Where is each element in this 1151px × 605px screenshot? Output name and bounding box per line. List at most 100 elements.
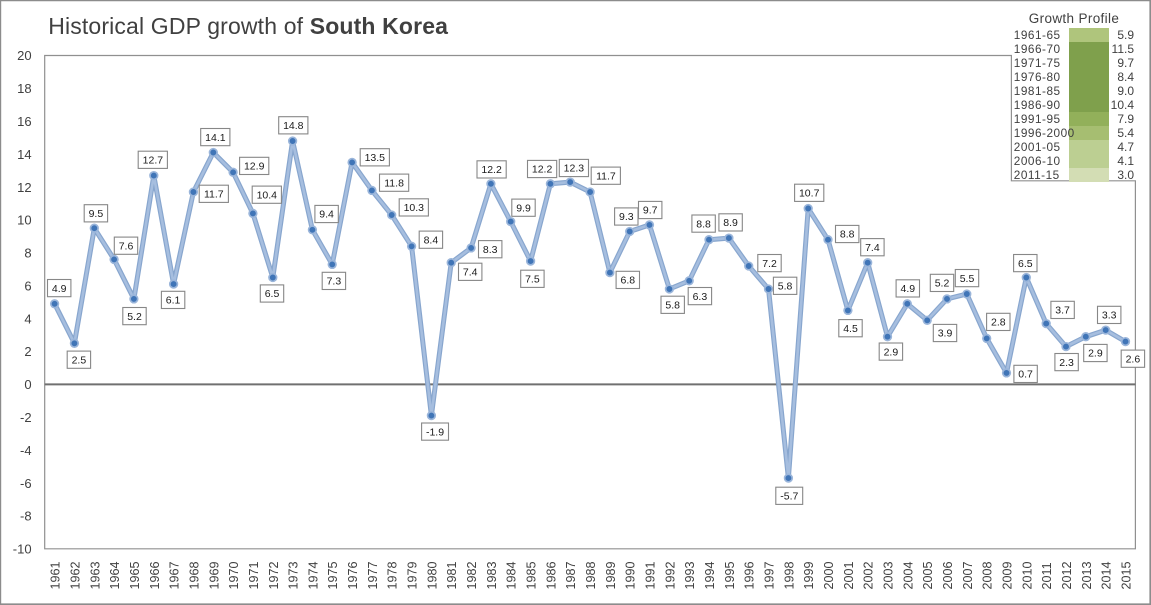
svg-text:1961: 1961 — [49, 561, 63, 589]
svg-text:18: 18 — [17, 81, 31, 96]
svg-text:1963: 1963 — [88, 561, 102, 589]
svg-text:1980: 1980 — [425, 561, 439, 589]
svg-text:5.8: 5.8 — [778, 281, 793, 293]
svg-text:2005: 2005 — [921, 561, 935, 589]
svg-text:6.1: 6.1 — [166, 295, 181, 307]
svg-text:1997: 1997 — [763, 561, 777, 589]
svg-text:2001: 2001 — [842, 561, 856, 589]
svg-text:1966: 1966 — [148, 561, 162, 589]
svg-text:2.9: 2.9 — [1088, 348, 1103, 360]
svg-text:1962: 1962 — [68, 561, 82, 589]
svg-text:1965: 1965 — [128, 561, 142, 589]
svg-text:5.5: 5.5 — [960, 273, 975, 285]
svg-text:2012: 2012 — [1060, 561, 1074, 589]
svg-text:9.3: 9.3 — [619, 211, 634, 223]
svg-text:7.6: 7.6 — [119, 240, 134, 252]
svg-text:10.4: 10.4 — [257, 189, 278, 201]
svg-text:7.2: 7.2 — [762, 258, 777, 270]
svg-text:1970: 1970 — [227, 561, 241, 589]
svg-text:2000: 2000 — [822, 561, 836, 589]
svg-text:1986: 1986 — [544, 561, 558, 589]
svg-text:7.4: 7.4 — [463, 267, 478, 279]
svg-text:10.7: 10.7 — [799, 188, 820, 200]
svg-text:1990: 1990 — [624, 561, 638, 589]
svg-text:1996: 1996 — [743, 561, 757, 589]
svg-text:9.4: 9.4 — [319, 209, 334, 221]
svg-text:2.9: 2.9 — [884, 346, 899, 358]
svg-text:1968: 1968 — [187, 561, 201, 589]
svg-text:0.7: 0.7 — [1018, 369, 1033, 381]
svg-text:12.2: 12.2 — [532, 164, 553, 176]
svg-text:2.3: 2.3 — [1059, 357, 1074, 369]
svg-text:4: 4 — [24, 311, 31, 326]
svg-text:1972: 1972 — [267, 561, 281, 589]
svg-text:1969: 1969 — [207, 561, 221, 589]
svg-text:1992: 1992 — [663, 561, 677, 589]
svg-text:8.9: 8.9 — [723, 217, 738, 229]
svg-text:-1.9: -1.9 — [426, 426, 444, 438]
svg-text:1994: 1994 — [703, 561, 717, 589]
svg-text:1991: 1991 — [644, 561, 658, 589]
svg-text:2007: 2007 — [961, 561, 975, 589]
svg-text:14.8: 14.8 — [283, 120, 304, 132]
svg-text:6.5: 6.5 — [1018, 258, 1033, 270]
svg-text:1999: 1999 — [802, 561, 816, 589]
svg-text:2002: 2002 — [862, 561, 876, 589]
svg-text:9.5: 9.5 — [89, 208, 104, 220]
svg-text:2006: 2006 — [941, 561, 955, 589]
svg-text:14: 14 — [17, 147, 31, 162]
svg-text:10.3: 10.3 — [404, 202, 425, 214]
svg-text:7.5: 7.5 — [525, 274, 540, 286]
svg-text:2010: 2010 — [1020, 561, 1034, 589]
svg-text:3.3: 3.3 — [1102, 310, 1117, 322]
svg-text:1984: 1984 — [505, 561, 519, 589]
svg-text:1989: 1989 — [604, 561, 618, 589]
svg-text:12.7: 12.7 — [143, 155, 164, 167]
svg-text:-6: -6 — [20, 476, 32, 491]
svg-text:4.9: 4.9 — [52, 283, 67, 295]
svg-text:-5.7: -5.7 — [780, 491, 798, 503]
svg-text:5.2: 5.2 — [935, 278, 950, 290]
svg-text:2009: 2009 — [1001, 561, 1015, 589]
svg-text:5.8: 5.8 — [665, 300, 680, 312]
svg-text:8: 8 — [24, 246, 31, 261]
svg-text:3.9: 3.9 — [938, 328, 953, 340]
svg-text:1981: 1981 — [445, 561, 459, 589]
svg-text:2011: 2011 — [1040, 562, 1054, 589]
svg-text:14.1: 14.1 — [205, 132, 226, 144]
svg-text:6.8: 6.8 — [620, 275, 635, 287]
svg-text:12.3: 12.3 — [564, 163, 585, 175]
svg-text:13.5: 13.5 — [365, 152, 386, 164]
svg-text:1977: 1977 — [366, 561, 380, 589]
svg-text:6.5: 6.5 — [265, 288, 280, 300]
svg-text:2014: 2014 — [1100, 561, 1114, 589]
svg-text:1973: 1973 — [287, 561, 301, 589]
svg-text:4.5: 4.5 — [843, 323, 858, 335]
svg-text:5.2: 5.2 — [127, 311, 142, 323]
svg-text:10: 10 — [17, 213, 31, 228]
svg-text:7.3: 7.3 — [327, 276, 342, 288]
svg-text:2008: 2008 — [981, 561, 995, 589]
svg-text:2.8: 2.8 — [991, 317, 1006, 329]
svg-text:20: 20 — [17, 48, 31, 63]
svg-text:12: 12 — [17, 180, 31, 195]
svg-text:1964: 1964 — [108, 561, 122, 589]
svg-text:11.8: 11.8 — [384, 177, 404, 189]
svg-text:2015: 2015 — [1120, 561, 1134, 589]
svg-text:11.7: 11.7 — [596, 170, 616, 182]
svg-text:6.3: 6.3 — [693, 291, 708, 303]
svg-text:4.9: 4.9 — [900, 283, 915, 295]
svg-text:1976: 1976 — [346, 561, 360, 589]
svg-text:-10: -10 — [13, 542, 32, 557]
svg-text:11.7: 11.7 — [204, 189, 224, 201]
svg-text:3.7: 3.7 — [1055, 305, 1070, 317]
svg-text:12.9: 12.9 — [244, 161, 265, 173]
svg-text:12.2: 12.2 — [481, 164, 502, 176]
svg-text:9.9: 9.9 — [516, 202, 531, 214]
svg-text:2004: 2004 — [901, 561, 915, 589]
svg-text:6: 6 — [24, 278, 31, 293]
svg-text:2.6: 2.6 — [1126, 353, 1141, 365]
svg-text:1983: 1983 — [485, 561, 499, 589]
svg-text:9.7: 9.7 — [643, 205, 658, 217]
svg-text:1993: 1993 — [683, 561, 697, 589]
